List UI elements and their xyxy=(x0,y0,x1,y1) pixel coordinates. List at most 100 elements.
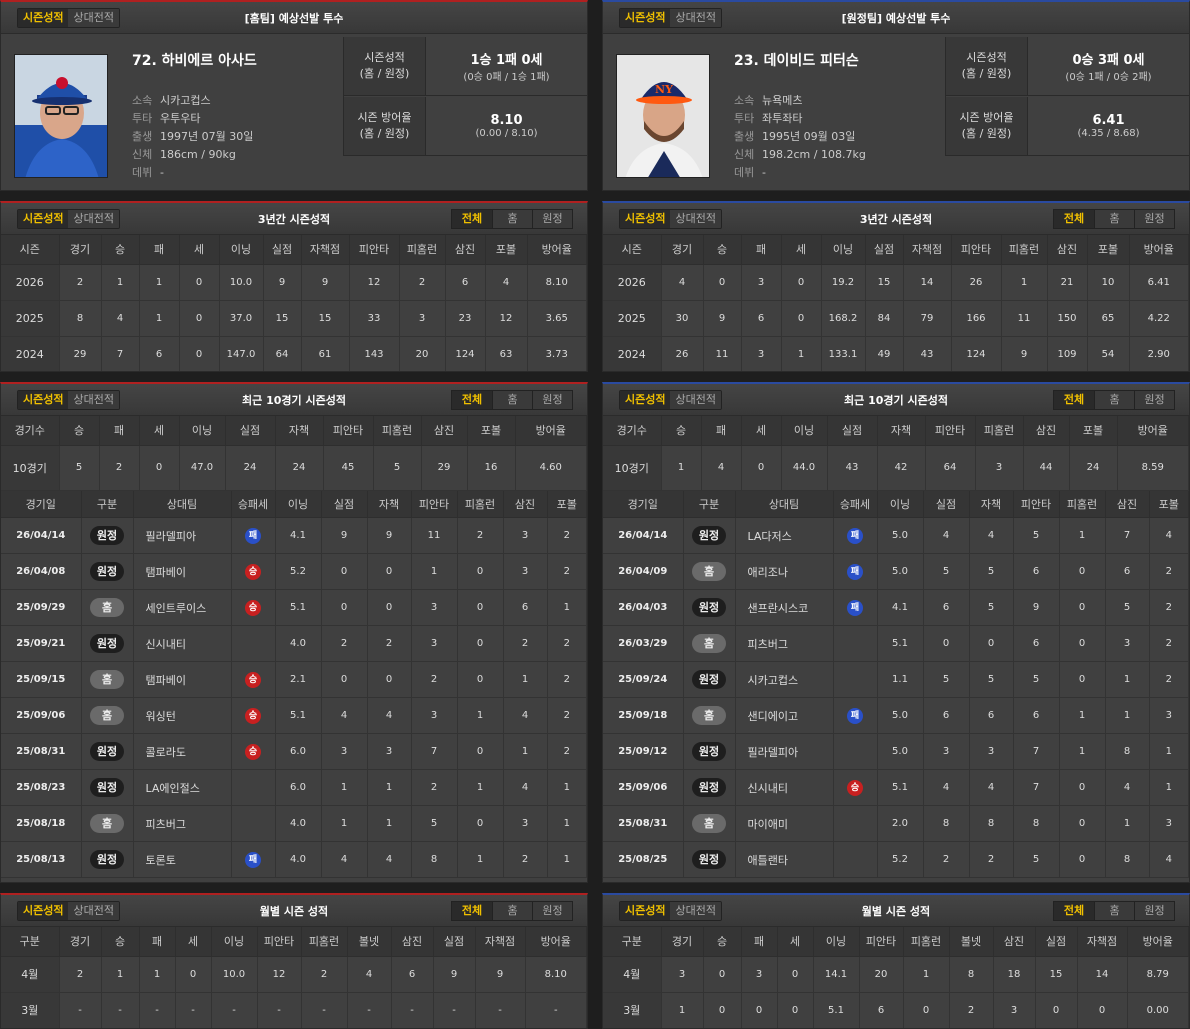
tab-h2h[interactable]: 상대전적 xyxy=(68,391,119,409)
table-cell: 124 xyxy=(445,336,486,371)
filter-away[interactable]: 원정 xyxy=(532,902,572,920)
stat-er: 3 xyxy=(367,733,412,770)
opponent-team[interactable]: 샌프란시스코 xyxy=(735,589,834,626)
game-row[interactable]: 26/04/14 원정 필라델피아 패 4.1 9 9 11 2 3 2 xyxy=(1,517,587,554)
stat-so: 3 xyxy=(503,805,548,842)
table-cell: 1 xyxy=(101,264,140,301)
filter-away[interactable]: 원정 xyxy=(1134,902,1174,920)
game-row[interactable]: 25/08/18 홈 피츠버그 4.0 1 1 5 0 3 1 xyxy=(1,805,587,842)
tab-h2h[interactable]: 상대전적 xyxy=(670,391,721,409)
tab-h2h[interactable]: 상대전적 xyxy=(670,902,721,920)
opponent-team[interactable]: 탬파베이 xyxy=(133,553,232,590)
filter-all[interactable]: 전체 xyxy=(452,210,492,228)
info-row-debut: 데뷔 - xyxy=(132,164,253,182)
filter-all[interactable]: 전체 xyxy=(1054,391,1094,409)
opponent-team[interactable]: 애틀랜타 xyxy=(735,841,834,878)
opponent-team[interactable]: 피츠버그 xyxy=(735,625,834,662)
tab-season[interactable]: 시즌성적 xyxy=(620,210,671,228)
table-cell: 20 xyxy=(399,336,446,371)
game-row[interactable]: 25/09/06 홈 워싱턴 승 5.1 4 4 3 1 4 2 xyxy=(1,697,587,734)
filter-all[interactable]: 전체 xyxy=(1054,902,1094,920)
opponent-team[interactable]: 피츠버그 xyxy=(133,805,232,842)
game-row[interactable]: 25/08/13 원정 토론토 패 4.0 4 4 8 1 2 1 xyxy=(1,841,587,878)
filter-home[interactable]: 홈 xyxy=(1094,902,1134,920)
tab-season[interactable]: 시즌성적 xyxy=(620,902,671,920)
filter-home[interactable]: 홈 xyxy=(492,391,532,409)
tab-season[interactable]: 시즌성적 xyxy=(620,391,671,409)
filter-away[interactable]: 원정 xyxy=(532,210,572,228)
table-cell: - xyxy=(391,992,434,1028)
filter-home[interactable]: 홈 xyxy=(492,210,532,228)
tab-season[interactable]: 시즌성적 xyxy=(18,902,69,920)
stat-er: 3 xyxy=(969,733,1014,770)
tab-h2h[interactable]: 상대전적 xyxy=(68,902,119,920)
caption-sub: (홈 / 원정) xyxy=(359,127,410,140)
game-row[interactable]: 25/09/29 홈 세인트루이스 승 5.1 0 0 3 0 6 1 xyxy=(1,589,587,626)
tab-h2h[interactable]: 상대전적 xyxy=(670,210,721,228)
table-cell: 10.0 xyxy=(219,264,264,301)
opponent-team[interactable]: 탬파베이 xyxy=(133,661,232,698)
game-row[interactable]: 26/04/14 원정 LA다저스 패 5.0 4 4 5 1 7 4 xyxy=(603,517,1189,554)
game-row[interactable]: 26/04/09 홈 애리조나 패 5.0 5 5 6 0 6 2 xyxy=(603,553,1189,590)
game-row[interactable]: 25/09/24 원정 시카고컵스 1.1 5 5 5 0 1 2 xyxy=(603,661,1189,698)
opponent-team[interactable]: LA에인절스 xyxy=(133,769,232,806)
game-row[interactable]: 25/09/12 원정 필라델피아 5.0 3 3 7 1 8 1 xyxy=(603,733,1189,770)
opponent-team[interactable]: 세인트루이스 xyxy=(133,589,232,626)
tab-season[interactable]: 시즌성적 xyxy=(620,9,671,27)
stat-hr: 0 xyxy=(457,553,504,590)
panel-header: 시즌성적 상대전적 최근 10경기 시즌성적 전체 홈 원정 xyxy=(603,384,1189,416)
table-cell: 4 xyxy=(347,956,392,993)
game-row[interactable]: 25/08/31 홈 마이애미 2.0 8 8 8 0 1 3 xyxy=(603,805,1189,842)
filter-home[interactable]: 홈 xyxy=(1094,391,1134,409)
filter-home[interactable]: 홈 xyxy=(1094,210,1134,228)
stat-hr: 1 xyxy=(1059,517,1106,554)
opponent-team[interactable]: 샌디에이고 xyxy=(735,697,834,734)
game-date: 26/04/14 xyxy=(1,517,82,554)
filter-all[interactable]: 전체 xyxy=(452,902,492,920)
opponent-team[interactable]: 토론토 xyxy=(133,841,232,878)
table-cell: 9 xyxy=(475,956,526,993)
game-row[interactable]: 26/04/03 원정 샌프란시스코 패 4.1 6 5 9 0 5 2 xyxy=(603,589,1189,626)
table-cell: 2 xyxy=(59,956,102,993)
tab-season[interactable]: 시즌성적 xyxy=(18,9,69,27)
tab-h2h[interactable]: 상대전적 xyxy=(670,9,721,27)
column-header: 구분 xyxy=(1,927,60,957)
filter-away[interactable]: 원정 xyxy=(1134,391,1174,409)
game-row[interactable]: 25/09/18 홈 샌디에이고 패 5.0 6 6 6 1 1 3 xyxy=(603,697,1189,734)
row-label: 3월 xyxy=(1,992,60,1028)
opponent-team[interactable]: 콜로라도 xyxy=(133,733,232,770)
opponent-team[interactable]: 필라델피아 xyxy=(735,733,834,770)
stat-runs: 1 xyxy=(321,805,368,842)
tab-season[interactable]: 시즌성적 xyxy=(18,210,69,228)
game-row[interactable]: 25/08/25 원정 애틀랜타 5.2 2 2 5 0 8 4 xyxy=(603,841,1189,878)
opponent-team[interactable]: 신시내티 xyxy=(735,769,834,806)
table-cell: 1 xyxy=(781,336,822,371)
game-row[interactable]: 26/03/29 홈 피츠버그 5.1 0 0 6 0 3 2 xyxy=(603,625,1189,662)
opponent-team[interactable]: 필라델피아 xyxy=(133,517,232,554)
opponent-team[interactable]: LA다저스 xyxy=(735,517,834,554)
filter-home[interactable]: 홈 xyxy=(492,902,532,920)
game-location: 홈 xyxy=(81,661,134,698)
tab-h2h[interactable]: 상대전적 xyxy=(68,9,119,27)
game-row[interactable]: 25/08/31 원정 콜로라도 승 6.0 3 3 7 0 1 2 xyxy=(1,733,587,770)
opponent-team[interactable]: 마이애미 xyxy=(735,805,834,842)
filter-away[interactable]: 원정 xyxy=(1134,210,1174,228)
game-location: 원정 xyxy=(81,733,134,770)
tab-season[interactable]: 시즌성적 xyxy=(18,391,69,409)
filter-all[interactable]: 전체 xyxy=(452,391,492,409)
game-row[interactable]: 25/09/15 홈 탬파베이 승 2.1 0 0 2 0 1 2 xyxy=(1,661,587,698)
filter-away[interactable]: 원정 xyxy=(532,391,572,409)
game-row[interactable]: 25/09/06 원정 신시내티 승 5.1 4 4 7 0 4 1 xyxy=(603,769,1189,806)
opponent-team[interactable]: 워싱턴 xyxy=(133,697,232,734)
opponent-team[interactable]: 애리조나 xyxy=(735,553,834,590)
stat-hr: 0 xyxy=(457,733,504,770)
opponent-team[interactable]: 시카고컵스 xyxy=(735,661,834,698)
game-row[interactable]: 26/04/08 원정 탬파베이 승 5.2 0 0 1 0 3 2 xyxy=(1,553,587,590)
game-row[interactable]: 25/09/21 원정 신시내티 4.0 2 2 3 0 2 2 xyxy=(1,625,587,662)
opponent-team[interactable]: 신시내티 xyxy=(133,625,232,662)
filter-all[interactable]: 전체 xyxy=(1054,210,1094,228)
value-sub: (0승 1패 / 0승 2패) xyxy=(1065,72,1152,83)
game-row[interactable]: 25/08/23 원정 LA에인절스 6.0 1 1 2 1 4 1 xyxy=(1,769,587,806)
tab-h2h[interactable]: 상대전적 xyxy=(68,210,119,228)
